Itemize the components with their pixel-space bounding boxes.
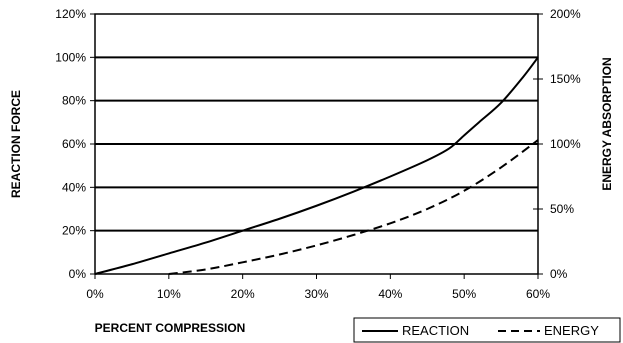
series xyxy=(94,56,539,275)
x-axis-title: PERCENT COMPRESSION xyxy=(95,321,246,335)
y2-tick-label: 150% xyxy=(550,72,581,86)
y-tick-label: 0% xyxy=(69,267,87,281)
legend-label-reaction: REACTION xyxy=(402,323,469,338)
y-tick-label: 20% xyxy=(62,224,86,238)
x-tick-label: 30% xyxy=(304,287,328,301)
y-axis-title: REACTION FORCE xyxy=(9,90,23,198)
tick-labels: 0% 20% 40% 60% 80% 100% 120% 0% 50% 100% 150% 200% 0… xyxy=(55,7,581,301)
legend-label-energy: ENERGY xyxy=(544,323,599,338)
x-tick-label: 20% xyxy=(231,287,255,301)
x-tick-label: 0% xyxy=(86,287,104,301)
x-tick-label: 50% xyxy=(452,287,476,301)
legend-box xyxy=(353,317,621,343)
y2-tick-label: 100% xyxy=(550,137,581,151)
y-tick-label: 60% xyxy=(62,137,86,151)
legend: REACTION ENERGY xyxy=(353,317,621,343)
gridlines xyxy=(95,56,538,232)
series-line-reaction xyxy=(94,56,539,275)
y-tick-label: 40% xyxy=(62,180,86,194)
series-line-energy xyxy=(168,139,539,275)
axis-ticks xyxy=(90,13,543,279)
x-tick-label: 10% xyxy=(157,287,181,301)
x-tick-label: 40% xyxy=(378,287,402,301)
x-tick-label: 60% xyxy=(526,287,550,301)
y2-axis-title: ENERGY ABSORPTION xyxy=(600,57,614,190)
y-tick-label: 120% xyxy=(55,7,86,21)
y-tick-label: 80% xyxy=(62,94,86,108)
y2-tick-label: 200% xyxy=(550,7,581,21)
y-tick-label: 100% xyxy=(55,50,86,64)
y2-tick-label: 0% xyxy=(550,267,568,281)
y2-tick-label: 50% xyxy=(550,202,574,216)
